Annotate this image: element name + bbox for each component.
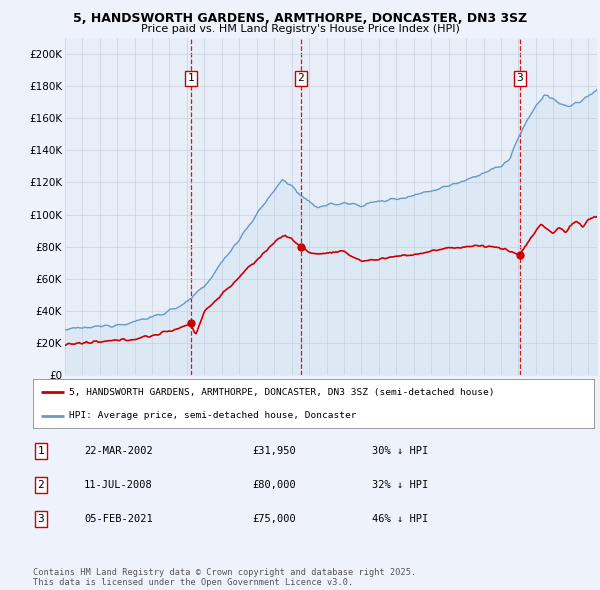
Text: 2: 2 [37,480,44,490]
Text: 5, HANDSWORTH GARDENS, ARMTHORPE, DONCASTER, DN3 3SZ (semi-detached house): 5, HANDSWORTH GARDENS, ARMTHORPE, DONCAS… [70,388,495,397]
Text: 32% ↓ HPI: 32% ↓ HPI [372,480,428,490]
Text: Contains HM Land Registry data © Crown copyright and database right 2025.
This d: Contains HM Land Registry data © Crown c… [33,568,416,587]
Text: 1: 1 [187,73,194,83]
Text: 46% ↓ HPI: 46% ↓ HPI [372,514,428,524]
Text: 5, HANDSWORTH GARDENS, ARMTHORPE, DONCASTER, DN3 3SZ: 5, HANDSWORTH GARDENS, ARMTHORPE, DONCAS… [73,12,527,25]
Text: £80,000: £80,000 [252,480,296,490]
Text: HPI: Average price, semi-detached house, Doncaster: HPI: Average price, semi-detached house,… [70,411,357,420]
Text: 11-JUL-2008: 11-JUL-2008 [84,480,153,490]
Text: 3: 3 [37,514,44,524]
Text: 30% ↓ HPI: 30% ↓ HPI [372,446,428,455]
Text: 3: 3 [517,73,523,83]
Text: £75,000: £75,000 [252,514,296,524]
Text: 05-FEB-2021: 05-FEB-2021 [84,514,153,524]
Text: Price paid vs. HM Land Registry's House Price Index (HPI): Price paid vs. HM Land Registry's House … [140,24,460,34]
Text: 2: 2 [298,73,304,83]
Text: £31,950: £31,950 [252,446,296,455]
Text: 22-MAR-2002: 22-MAR-2002 [84,446,153,455]
Text: 1: 1 [37,446,44,455]
